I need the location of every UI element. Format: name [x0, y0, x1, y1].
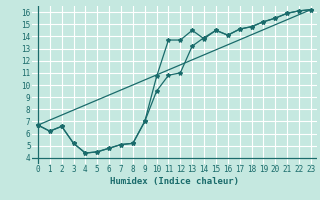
X-axis label: Humidex (Indice chaleur): Humidex (Indice chaleur): [110, 177, 239, 186]
